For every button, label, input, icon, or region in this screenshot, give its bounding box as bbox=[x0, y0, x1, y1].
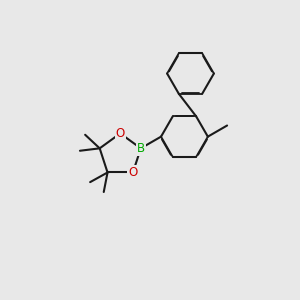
Text: B: B bbox=[137, 142, 145, 155]
Text: O: O bbox=[128, 166, 138, 179]
Text: O: O bbox=[116, 127, 125, 140]
